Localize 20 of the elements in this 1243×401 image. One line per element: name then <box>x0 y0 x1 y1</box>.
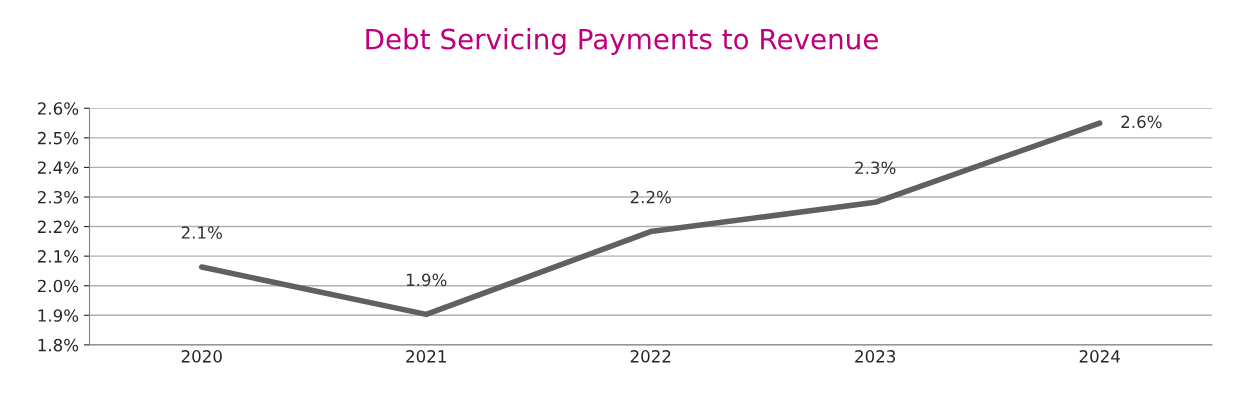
x-tick-label: 2023 <box>855 350 896 363</box>
y-tick-label: 2.4% <box>37 161 79 174</box>
y-tick-label: 2.1% <box>37 250 79 263</box>
data-label: 2.6% <box>1121 115 1162 129</box>
y-tick-label: 1.9% <box>38 309 79 322</box>
y-tick-label: 2.2% <box>37 220 79 234</box>
y-tick-label: 2.6% <box>37 102 79 115</box>
data-label: 2.3% <box>855 161 896 175</box>
y-tick-label: 1.8% <box>38 338 79 352</box>
y-tick-label: 2.5% <box>37 131 79 145</box>
data-label: 2.2% <box>630 190 671 204</box>
x-tick-label: 2020 <box>181 350 222 363</box>
x-tick-label: 2021 <box>406 350 446 363</box>
x-tick-label: 2024 <box>1079 350 1120 363</box>
data-label: 1.9% <box>406 273 447 287</box>
chart-title: Debt Servicing Payments to Revenue <box>366 28 878 55</box>
data-label: 2.1% <box>181 226 222 239</box>
x-tick-label: 2022 <box>630 350 671 363</box>
y-tick-label: 2.0% <box>37 279 79 293</box>
y-tick-label: 2.3% <box>37 190 79 204</box>
